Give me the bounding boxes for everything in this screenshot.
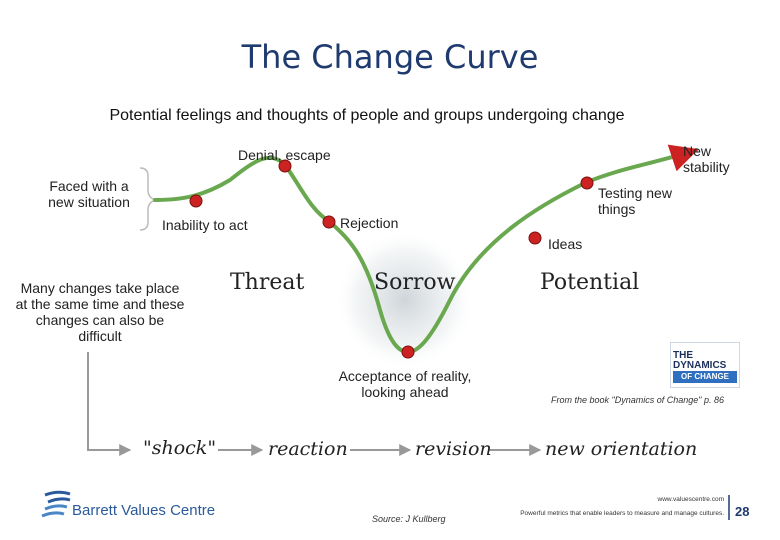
book-title-line1: THE DYNAMICS — [673, 350, 727, 371]
stage-revision: revision — [415, 438, 492, 460]
marker-ideas — [528, 231, 542, 245]
barrett-logo-mark — [41, 490, 71, 518]
page-subtitle: Potential feelings and thoughts of peopl… — [109, 107, 625, 124]
phase-threat: Threat — [230, 270, 305, 295]
source-credit: Source: J Kullberg — [372, 514, 446, 524]
page-title: The Change Curve — [241, 38, 539, 76]
change-curve-line — [153, 144, 699, 355]
phase-sorrow: Sorrow — [374, 270, 456, 295]
label-denial: Denial, escape — [238, 147, 331, 163]
book-title-line2: OF CHANGE — [673, 371, 737, 383]
footer-tagline: Powerful metrics that enable leaders to … — [520, 510, 724, 517]
note-many-changes: Many changes take place at the same time… — [15, 280, 185, 344]
phase-potential: Potential — [540, 270, 640, 295]
marker-testing — [580, 176, 594, 190]
label-acceptance: Acceptance of reality, looking ahead — [338, 368, 472, 400]
book-cover-image: THE DYNAMICS OF CHANGE — [670, 342, 740, 388]
label-new-stability: New stability — [683, 143, 730, 175]
label-faced-with: Faced with a new situation — [48, 178, 130, 210]
marker-rejection — [322, 215, 336, 229]
marker-inability — [189, 194, 203, 208]
label-ideas: Ideas — [548, 236, 583, 252]
label-rejection: Rejection — [340, 215, 399, 231]
marker-denial — [278, 159, 292, 173]
label-testing: Testing new things — [598, 185, 672, 217]
valley-shading — [335, 230, 475, 370]
connector-line — [87, 352, 132, 456]
stage-reaction: reaction — [268, 438, 348, 460]
label-inability: Inability to act — [162, 217, 248, 233]
book-credit: From the book "Dynamics of Change" p. 86 — [551, 395, 724, 405]
stage-shock: "shock" — [143, 437, 217, 459]
page-number: 28 — [735, 504, 750, 519]
marker-acceptance — [401, 345, 415, 359]
stage-new-orientation: new orientation — [545, 438, 698, 460]
barrett-logo-text: Barrett Values Centre — [72, 502, 216, 519]
footer-url[interactable]: www.valuescentre.com — [657, 496, 724, 503]
